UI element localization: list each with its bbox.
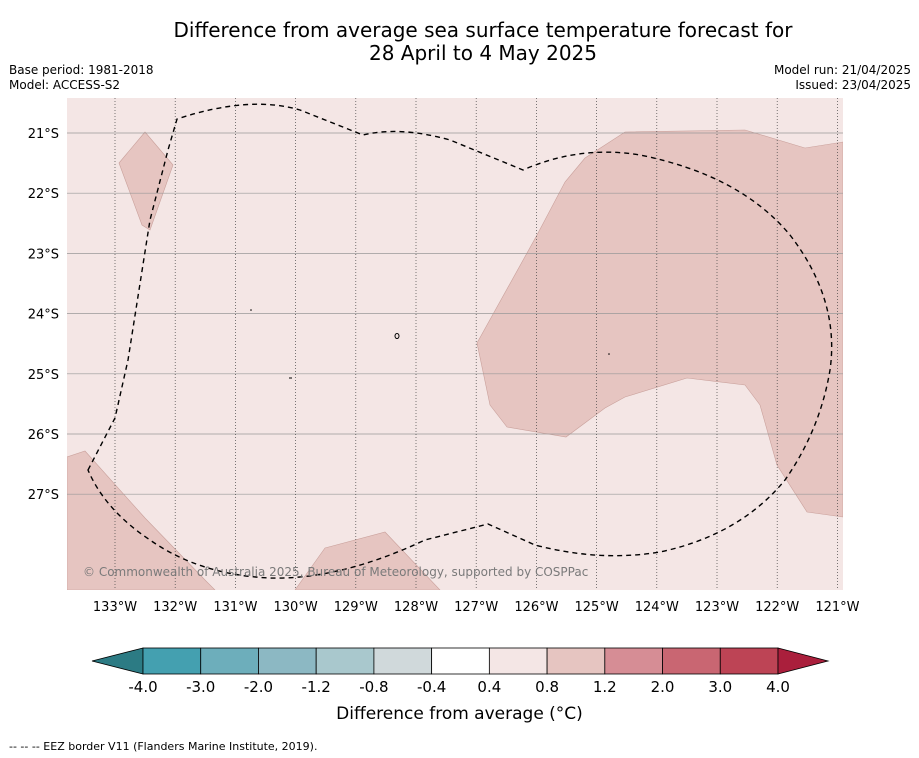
colorbar-tick: 0.8 (535, 678, 559, 696)
longitude-label: 123°W (695, 600, 739, 615)
colorbar-tick: 1.2 (593, 678, 617, 696)
colorbar-segment (315, 647, 375, 675)
colorbar-segment (373, 647, 433, 675)
copyright-notice: © Commonwealth of Australia 2025, Bureau… (83, 565, 589, 579)
longitude-label: 132°W (153, 600, 197, 615)
colorbar-tick: -0.8 (359, 678, 388, 696)
longitude-label: 121°W (815, 600, 859, 615)
anomaly-region-south (294, 531, 441, 590)
latitude-label: 23°S (28, 247, 59, 262)
latitude-label: 27°S (28, 488, 59, 503)
colorbar-tick: -4.0 (128, 678, 157, 696)
colorbar-segment (258, 647, 317, 675)
longitude-label: 131°W (213, 600, 257, 615)
colorbar-tick: 4.0 (766, 678, 790, 696)
model-name: Model: ACCESS-S2 (9, 78, 121, 92)
colorbar-extend-high (777, 647, 830, 675)
colorbar-tick: 0.4 (477, 678, 501, 696)
longitude-label: 127°W (454, 600, 498, 615)
colorbar-label: Difference from average (°C) (336, 704, 583, 724)
colorbar-segment (142, 647, 202, 675)
longitude-label: 130°W (274, 600, 318, 615)
colorbar-segment (200, 647, 259, 675)
colorbar-tick: -1.2 (302, 678, 331, 696)
title-line-2: 28 April to 4 May 2025 (369, 41, 597, 65)
latitude-labels: 21°S 22°S 23°S 24°S 25°S 26°S 27°S (28, 127, 59, 503)
colorbar-tick: -3.0 (186, 678, 215, 696)
colorbar-tick: -0.4 (417, 678, 446, 696)
latitude-label: 25°S (28, 368, 59, 383)
anomaly-region-east (476, 129, 843, 518)
colorbar-tick-labels: -4.0 -3.0 -2.0 -1.2 -0.8 -0.4 0.4 0.8 1.2 2.0 3.0 4… (128, 678, 790, 696)
anomaly-region-southwest (67, 450, 216, 590)
latitude-label: 22°S (28, 187, 59, 202)
graticule (67, 98, 843, 590)
eez-footnote: -- -- -- EEZ border V11 (Flanders Marine… (9, 740, 318, 753)
eez-border (87, 103, 833, 579)
islands (250, 309, 610, 379)
longitude-label: 133°W (93, 600, 137, 615)
latitude-label: 24°S (28, 308, 59, 323)
longitude-label: 129°W (334, 600, 378, 615)
latitude-label: 26°S (28, 428, 59, 443)
longitude-label: 124°W (635, 600, 679, 615)
longitude-label: 126°W (514, 600, 558, 615)
colorbar-segment (546, 647, 606, 675)
longitude-label: 122°W (755, 600, 799, 615)
base-period: Base period: 1981-2018 (9, 63, 154, 77)
title-line-1: Difference from average sea surface temp… (173, 18, 793, 42)
colorbar-segment (431, 647, 490, 675)
issued-date: Issued: 23/04/2025 (795, 78, 911, 92)
longitude-labels: 133°W 132°W 131°W 130°W 129°W 128°W 127°W 126°W… (93, 600, 860, 615)
colorbar-tick: 2.0 (651, 678, 675, 696)
colorbar-tick: -2.0 (244, 678, 273, 696)
colorbar-segment (604, 647, 663, 675)
colorbar (91, 647, 830, 675)
colorbar-segment (719, 647, 779, 675)
model-run: Model run: 21/04/2025 (773, 63, 911, 77)
colorbar-extend-low (91, 647, 144, 675)
longitude-label: 125°W (575, 600, 619, 615)
anomaly-region-northwest (118, 131, 174, 231)
colorbar-tick: 3.0 (708, 678, 732, 696)
colorbar-segment (488, 647, 548, 675)
latitude-label: 21°S (28, 127, 59, 142)
longitude-label: 128°W (394, 600, 438, 615)
colorbar-segment (662, 647, 721, 675)
